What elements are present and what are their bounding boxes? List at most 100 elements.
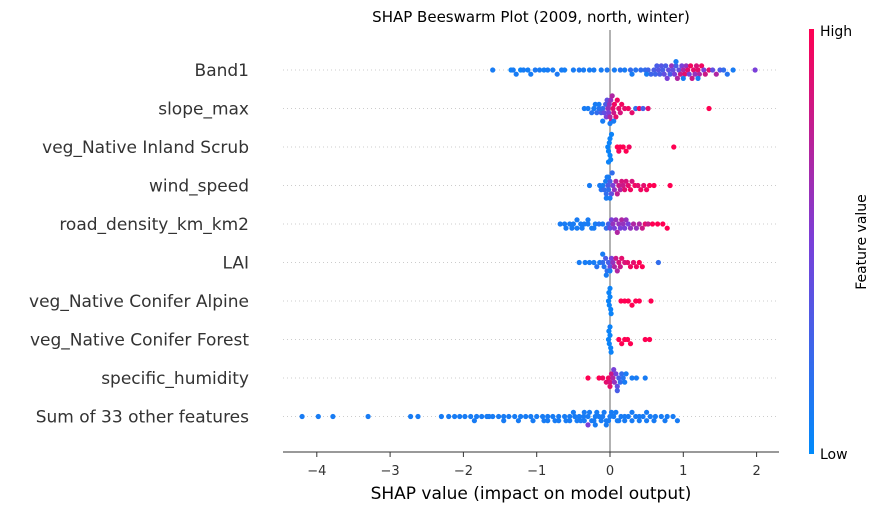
shap-point <box>652 413 659 420</box>
shap-point <box>605 187 612 193</box>
shap-point <box>591 418 597 424</box>
shap-point <box>625 413 631 420</box>
shap-point <box>619 178 625 184</box>
feature-label: veg_Native Conifer Forest <box>30 331 249 351</box>
shap-point <box>608 217 615 223</box>
shap-point <box>664 225 670 231</box>
shap-point <box>617 67 623 73</box>
shap-point <box>591 67 597 73</box>
shap-point <box>636 105 642 112</box>
shap-point <box>607 195 613 201</box>
shap-point <box>633 264 640 270</box>
shap-point <box>523 413 529 420</box>
shap-point <box>582 259 588 266</box>
shap-point <box>648 298 654 304</box>
shap-point <box>605 259 612 266</box>
x-tick-label: −3 <box>381 464 400 479</box>
shap-point <box>496 413 502 420</box>
shap-point <box>625 336 631 343</box>
shap-point <box>613 255 619 261</box>
shap-point <box>605 336 612 343</box>
shap-point <box>611 264 618 270</box>
shap-point <box>610 182 616 189</box>
shap-point <box>518 413 524 420</box>
shap-point <box>596 221 602 227</box>
shap-point <box>603 178 609 184</box>
shap-point <box>645 105 651 112</box>
shap-point <box>713 71 719 77</box>
shap-point <box>554 71 560 77</box>
shap-point <box>608 311 614 317</box>
shap-point <box>619 101 625 107</box>
shap-point <box>617 225 623 231</box>
shap-point <box>592 422 598 428</box>
shap-point <box>670 67 676 73</box>
shap-point <box>614 268 620 274</box>
shap-point <box>541 418 547 424</box>
shap-point <box>603 379 609 385</box>
shap-point <box>625 259 631 266</box>
shap-point <box>613 217 619 223</box>
shap-point <box>586 259 593 266</box>
shap-point <box>510 67 516 73</box>
shap-point <box>674 75 681 81</box>
shap-point <box>606 328 612 334</box>
shap-point <box>619 371 625 377</box>
chart-title: SHAP Beeswarm Plot (2009, north, winter) <box>372 8 690 26</box>
shap-point <box>655 67 662 73</box>
shap-point <box>589 110 595 116</box>
shap-point <box>490 67 496 73</box>
shap-point <box>683 63 689 69</box>
shap-point <box>611 413 617 420</box>
shap-point <box>682 71 688 77</box>
shap-point <box>556 418 562 424</box>
shap-point <box>591 105 597 112</box>
shap-point <box>629 302 635 308</box>
shap-point <box>667 182 673 189</box>
shap-point <box>530 418 536 424</box>
shap-point <box>607 114 613 120</box>
shap-point <box>613 114 619 120</box>
shap-point <box>557 221 563 227</box>
shap-point <box>608 409 615 415</box>
shap-point <box>603 272 609 278</box>
shap-point <box>591 259 597 266</box>
shap-point <box>586 67 593 73</box>
feature-label: Band1 <box>195 61 249 81</box>
shap-point <box>655 259 662 266</box>
x-tick-label: 2 <box>752 464 760 479</box>
shap-point <box>585 221 591 227</box>
shap-point <box>600 221 606 227</box>
shap-point <box>618 298 624 304</box>
shap-point <box>468 413 474 420</box>
shap-point <box>625 221 631 227</box>
shap-point <box>607 294 613 300</box>
shap-point <box>603 255 609 261</box>
shap-point <box>607 178 613 184</box>
shap-point <box>688 63 694 69</box>
colorbar-low-label: Low <box>820 447 848 463</box>
shap-point <box>647 413 653 420</box>
shap-point <box>607 332 613 338</box>
shap-point <box>607 268 613 274</box>
shap-point <box>596 105 602 112</box>
shap-point <box>585 105 591 112</box>
shap-point <box>610 105 616 112</box>
shap-point <box>613 409 619 415</box>
shap-point <box>601 110 607 116</box>
shap-point <box>608 345 614 351</box>
shap-point <box>633 413 639 420</box>
shap-point <box>647 336 653 343</box>
shap-point <box>596 413 602 420</box>
shap-point <box>608 191 615 197</box>
shap-point <box>630 221 637 227</box>
shap-point <box>617 110 623 116</box>
shap-point <box>654 63 660 69</box>
shap-point <box>617 379 623 385</box>
shap-point <box>662 418 668 424</box>
colorbar <box>809 29 814 454</box>
shap-point <box>622 67 628 73</box>
shap-point <box>603 191 609 197</box>
shap-point <box>603 195 609 201</box>
shap-point <box>620 375 626 381</box>
